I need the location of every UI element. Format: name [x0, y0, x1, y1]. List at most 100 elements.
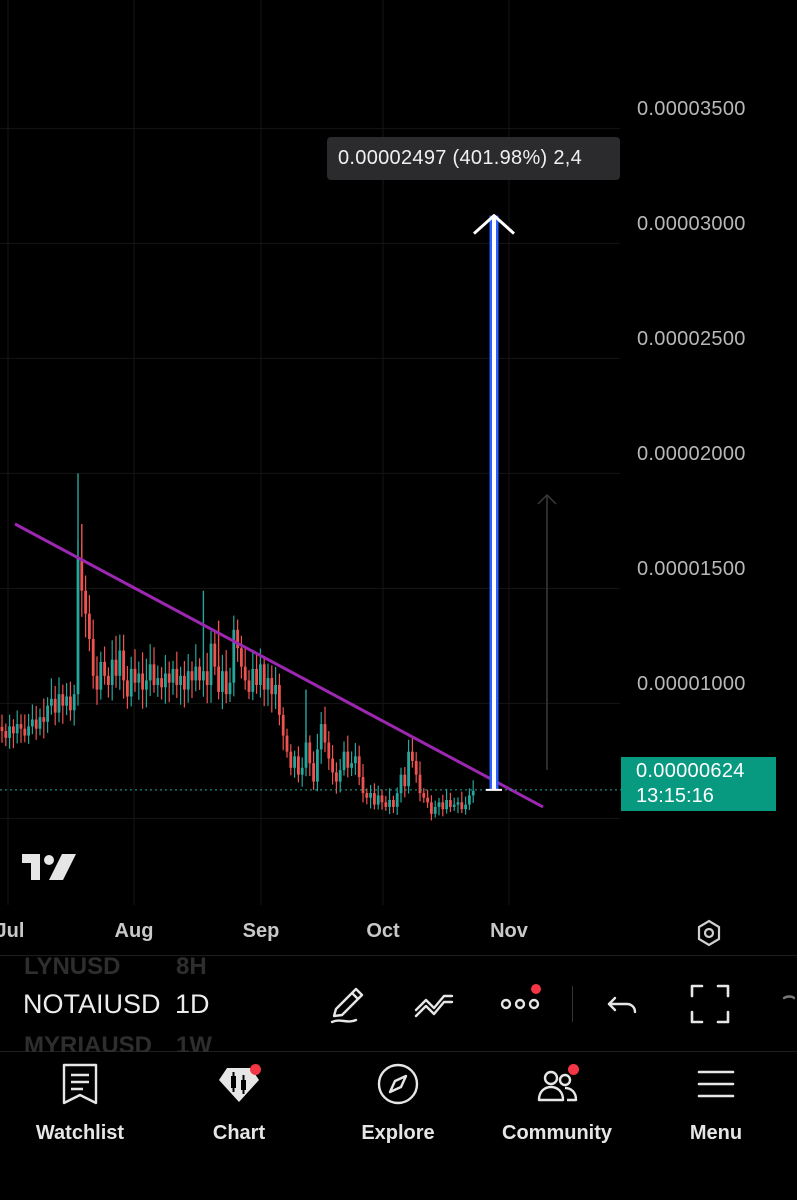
candle [323, 706, 327, 753]
interval-selector[interactable]: 1D [175, 989, 210, 1019]
current-price-box: 0.00000624 13:15:16 [621, 757, 776, 811]
candle [38, 708, 42, 736]
candle [456, 797, 460, 814]
candle [72, 684, 76, 726]
candle [316, 733, 319, 792]
interval-prev[interactable]: 8H [176, 953, 207, 980]
candle [376, 785, 380, 810]
candle [156, 665, 160, 697]
candle [103, 646, 106, 685]
chart-area[interactable]: 0.00003500 0.00003000 0.00002500 0.00002… [0, 0, 797, 910]
candle [243, 645, 247, 690]
price-tick: 0.00002000 [637, 443, 746, 465]
candle [91, 619, 95, 689]
price-tick: 0.00003000 [637, 213, 746, 235]
candle [312, 751, 315, 790]
symbol-prev[interactable]: LYNUSD [24, 953, 121, 980]
candle [266, 663, 270, 706]
candle [380, 789, 384, 810]
candle [255, 654, 258, 694]
drawing-pen-icon[interactable] [326, 982, 370, 1026]
candle [107, 667, 110, 698]
candle [129, 656, 133, 707]
nav-watchlist[interactable]: Watchlist [5, 1062, 155, 1145]
candle [224, 650, 228, 704]
candle [34, 705, 38, 740]
fullscreen-icon[interactable] [688, 982, 732, 1026]
candle [300, 757, 304, 787]
candle [262, 656, 266, 707]
more-options-icon[interactable] [498, 982, 542, 1026]
candle [445, 788, 448, 814]
candle [15, 710, 19, 744]
chart-settings-icon[interactable] [694, 918, 724, 948]
price-tick: 0.00002500 [637, 328, 746, 350]
indicators-icon[interactable] [412, 982, 456, 1026]
candle [251, 651, 255, 701]
nav-menu[interactable]: Menu [641, 1062, 791, 1145]
candle [399, 767, 403, 803]
candle [198, 658, 201, 690]
notification-dot [531, 984, 541, 994]
tradingview-logo-icon [22, 854, 76, 880]
candle [350, 751, 353, 777]
nav-label: Explore [361, 1122, 435, 1144]
undo-icon[interactable] [601, 982, 645, 1026]
symbol-selector[interactable]: NOTAIUSD [23, 989, 161, 1019]
candle [441, 794, 445, 817]
candle [145, 658, 148, 708]
candle [354, 743, 357, 775]
nav-label: Chart [212, 1122, 266, 1144]
redo-icon[interactable] [774, 982, 797, 1026]
candle [209, 630, 213, 703]
candle [426, 789, 429, 808]
candle [365, 788, 369, 805]
nav-explore[interactable]: Explore [323, 1062, 473, 1145]
candle [346, 735, 350, 778]
candle [422, 788, 426, 803]
candle [319, 712, 323, 764]
date-tick: Oct [366, 920, 400, 942]
candle [327, 731, 331, 770]
candle-countdown: 13:15:16 [636, 785, 714, 807]
current-price: 0.00000624 [636, 760, 745, 782]
candle [61, 684, 65, 724]
candle [240, 635, 243, 679]
candle [289, 744, 293, 776]
candle [437, 797, 441, 816]
candle [430, 795, 433, 821]
candle [19, 714, 23, 743]
candle [278, 673, 281, 726]
candle [8, 714, 11, 749]
candle [335, 762, 338, 794]
candle [361, 764, 365, 803]
date-tick: Nov [490, 920, 528, 942]
candle [205, 652, 209, 704]
candle [65, 683, 68, 716]
measure-tool[interactable] [472, 214, 516, 791]
candle [133, 649, 137, 692]
candle [281, 707, 285, 751]
candle [50, 678, 53, 715]
trendline[interactable] [14, 522, 544, 809]
candle [114, 635, 118, 688]
candle [468, 788, 471, 810]
candle [270, 665, 274, 713]
price-tick: 0.00001000 [637, 673, 746, 695]
notification-dot [568, 1064, 579, 1075]
toolbar-divider [572, 986, 573, 1022]
candle [293, 750, 296, 778]
candle [418, 761, 422, 802]
nav-label: Menu [689, 1122, 743, 1144]
candle [228, 667, 232, 702]
candle [126, 665, 129, 709]
candle [464, 796, 467, 815]
candle [183, 661, 186, 708]
candle [42, 698, 46, 739]
candle [395, 787, 399, 815]
candle [118, 634, 122, 690]
nav-chart[interactable]: Chart [164, 1062, 314, 1145]
candles [0, 473, 475, 821]
nav-community[interactable]: Community [482, 1062, 632, 1145]
candle [285, 728, 289, 758]
